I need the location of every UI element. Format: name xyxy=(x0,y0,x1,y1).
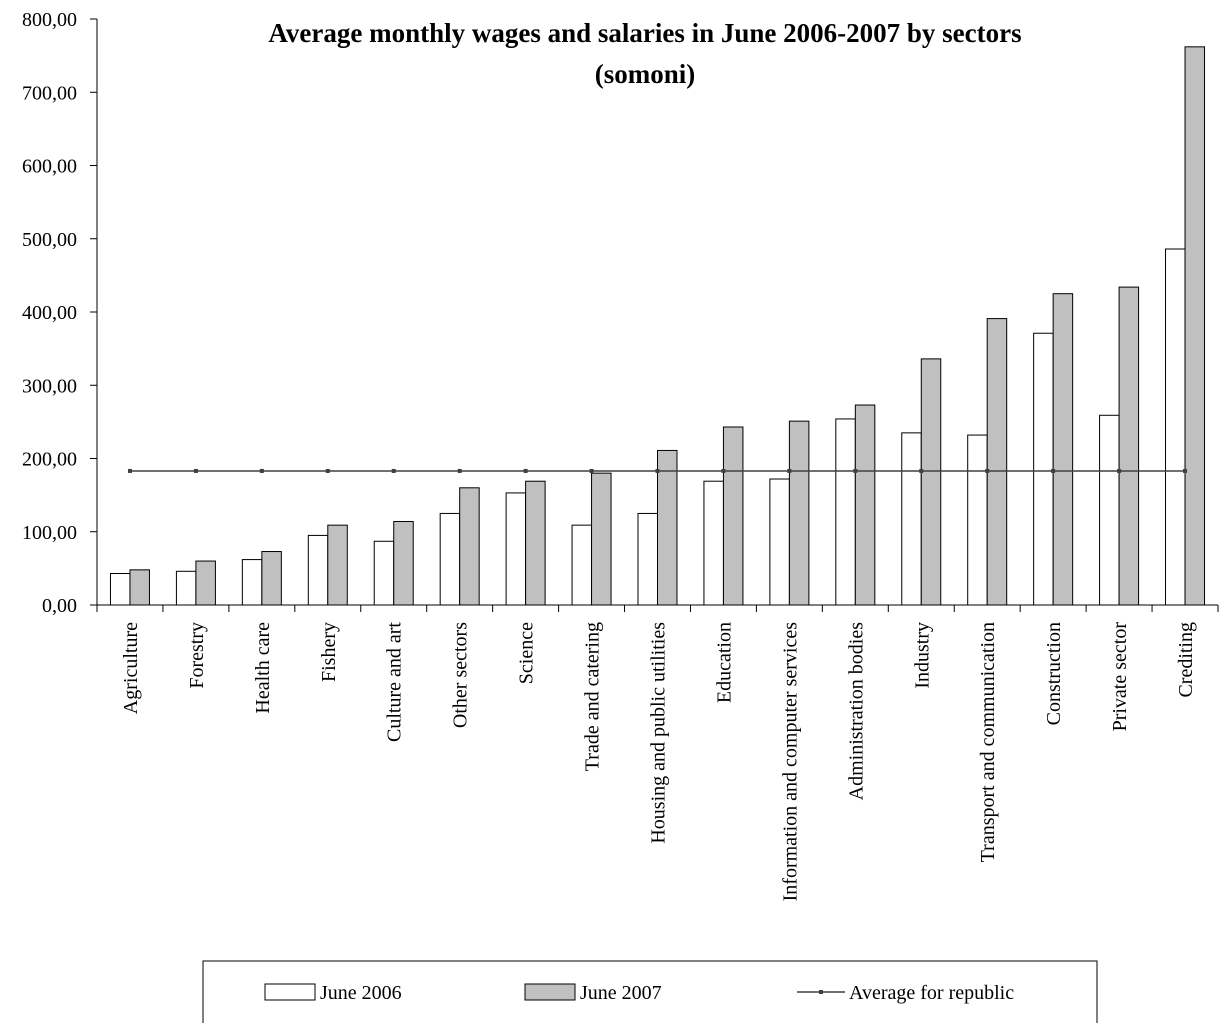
category-label: Science xyxy=(516,622,538,684)
bar-june-2007 xyxy=(788,420,810,606)
bar-june-2006 xyxy=(373,540,395,606)
bar-june-2006 xyxy=(1099,414,1120,606)
y-tick-label: 200,00 xyxy=(22,449,77,471)
bar-june-2007 xyxy=(657,449,678,606)
bar-june-2006 xyxy=(901,432,922,606)
bar-june-2006 xyxy=(241,559,263,606)
average-point xyxy=(1117,468,1122,473)
average-point xyxy=(787,468,792,473)
legend-box xyxy=(202,960,1098,1023)
bar-june-2007 xyxy=(722,426,744,606)
category-label: Administration bodies xyxy=(845,622,867,801)
average-point xyxy=(1051,468,1056,473)
bar-june-2007 xyxy=(327,524,348,606)
category-label: Private sector xyxy=(1109,622,1131,732)
legend-marker-average xyxy=(819,990,823,994)
y-tick-label: 400,00 xyxy=(22,302,77,324)
bar-june-2006 xyxy=(505,492,527,606)
average-point xyxy=(721,468,726,473)
category-label: Industry xyxy=(911,622,933,689)
chart-title: Average monthly wages and salaries in Ju… xyxy=(268,18,1021,48)
y-tick-label: 500,00 xyxy=(22,229,77,251)
y-tick-label: 300,00 xyxy=(22,375,77,397)
bar-june-2007 xyxy=(393,520,414,606)
bar-june-2006 xyxy=(439,512,461,606)
bar-june-2007 xyxy=(591,472,612,606)
average-point xyxy=(127,468,132,473)
average-point xyxy=(985,468,990,473)
y-tick-label: 800,00 xyxy=(22,9,77,31)
bar-june-2006 xyxy=(307,534,329,606)
average-point xyxy=(853,468,858,473)
y-tick-label: 100,00 xyxy=(22,522,77,544)
bar-june-2007 xyxy=(261,551,282,606)
average-point xyxy=(589,468,594,473)
x-axis xyxy=(96,604,1219,612)
bar-june-2006 xyxy=(703,480,724,606)
y-tick-label: 700,00 xyxy=(22,82,77,104)
legend-label-june-2006: June 2006 xyxy=(320,982,402,1004)
category-label: Housing and public utilities xyxy=(648,622,670,844)
average-point xyxy=(457,468,462,473)
average-point xyxy=(919,468,924,473)
category-label: Trade and catering xyxy=(582,622,604,771)
bar-june-2006 xyxy=(1165,248,1186,606)
bar-june-2006 xyxy=(967,434,988,606)
category-label: Agriculture xyxy=(120,622,142,714)
category-labels: Agriculture Forestry Health care Fishery Cul… xyxy=(120,622,1197,902)
category-label: Forestry xyxy=(186,622,208,689)
bar-june-2006 xyxy=(109,573,131,606)
average-point xyxy=(259,468,264,473)
average-point xyxy=(655,468,660,473)
legend-label-average: Average for republic xyxy=(849,982,1014,1004)
category-label: Health care xyxy=(252,622,274,714)
bar-june-2006 xyxy=(637,512,658,606)
category-label: Information and computer services xyxy=(779,622,801,902)
bar-june-2007 xyxy=(525,480,546,606)
category-label: Culture and art xyxy=(384,622,406,742)
category-label: Transport and communication xyxy=(977,622,999,862)
chart-subtitle: (somoni) xyxy=(595,59,696,89)
average-line xyxy=(127,468,1188,473)
category-label: Construction xyxy=(1043,622,1065,725)
legend-swatch-june-2007 xyxy=(524,983,576,1001)
y-axis: 0,00 100,00 200,00 300,00 400,00 500,00 600,00… xyxy=(22,9,98,617)
bar-june-2006 xyxy=(769,478,790,606)
y-tick-label: 600,00 xyxy=(22,156,77,178)
bar-june-2007 xyxy=(195,560,216,606)
bar-june-2007 xyxy=(1184,46,1206,606)
average-point xyxy=(193,468,198,473)
bar-june-2007 xyxy=(459,487,480,606)
average-point xyxy=(523,468,528,473)
legend-swatch-june-2006 xyxy=(264,983,316,1001)
bar-june-2006 xyxy=(571,524,593,606)
bar-june-2006 xyxy=(175,570,197,606)
y-tick-label: 0,00 xyxy=(42,595,77,617)
average-point xyxy=(325,468,330,473)
bar-june-2007 xyxy=(129,569,150,606)
bar-june-2007 xyxy=(986,318,1008,606)
average-point xyxy=(391,468,396,473)
bars xyxy=(109,46,1206,606)
legend: June 2006 June 2007 Average for republic xyxy=(202,960,1098,1023)
bar-june-2007 xyxy=(1118,286,1140,606)
category-label: Other sectors xyxy=(450,622,472,728)
category-label: Education xyxy=(713,622,735,703)
bar-june-2007 xyxy=(854,404,876,606)
bar-june-2006 xyxy=(835,418,856,606)
bar-june-2007 xyxy=(1052,293,1074,606)
bar-june-2007 xyxy=(920,358,942,606)
bar-june-2006 xyxy=(1033,332,1054,606)
average-point xyxy=(1183,468,1188,473)
category-label: Fishery xyxy=(318,622,340,682)
category-label: Crediting xyxy=(1175,622,1197,698)
legend-label-june-2007: June 2007 xyxy=(580,982,662,1004)
